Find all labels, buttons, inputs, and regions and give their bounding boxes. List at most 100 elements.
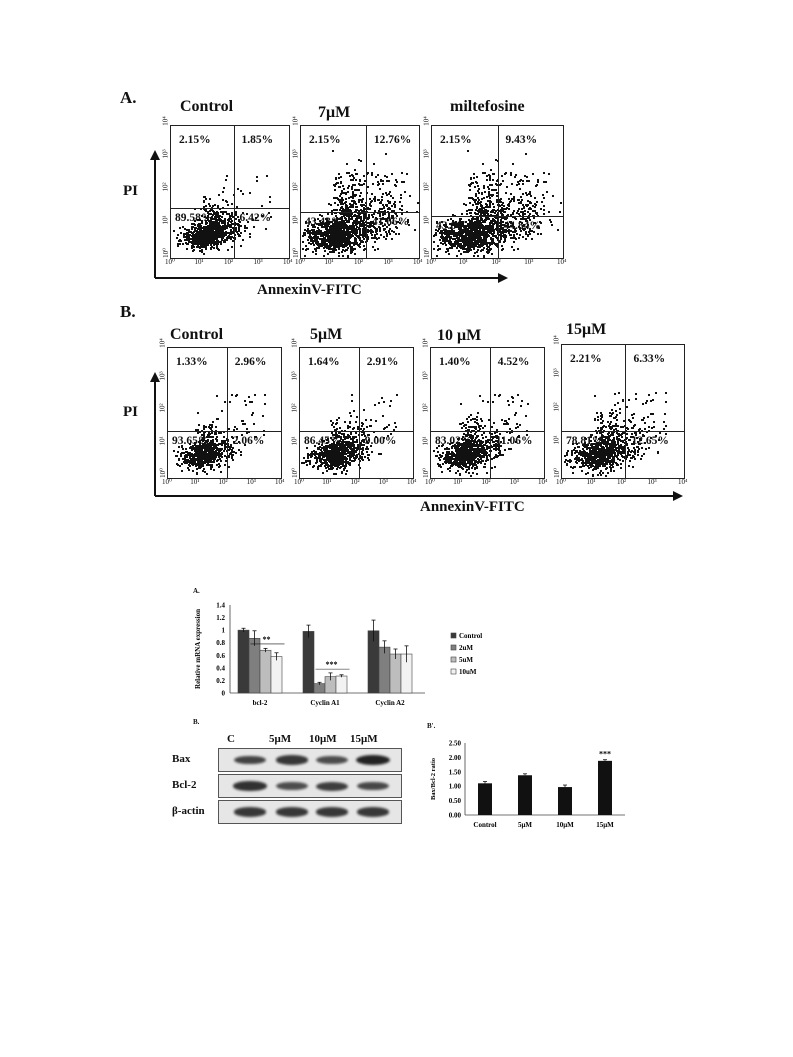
event-dot: [202, 195, 205, 198]
event-dot: [309, 233, 312, 236]
event-dot: [352, 232, 354, 235]
event-dot: [487, 173, 490, 176]
event-dot: [222, 231, 225, 234]
event-dot: [474, 195, 477, 198]
event-dot: [347, 246, 349, 249]
event-dot: [522, 180, 525, 183]
event-dot: [228, 224, 231, 227]
event-dot: [336, 418, 338, 421]
event-dot: [502, 240, 505, 243]
event-dot: [513, 197, 516, 200]
event-dot: [550, 221, 553, 224]
event-dot: [231, 455, 234, 458]
event-dot: [223, 454, 226, 457]
event-dot: [475, 181, 478, 184]
event-dot: [180, 470, 183, 473]
event-dot: [351, 227, 354, 230]
event-dot: [469, 188, 472, 191]
event-dot: [231, 245, 234, 248]
event-dot: [370, 200, 373, 203]
event-dot: [190, 227, 193, 230]
event-dot: [322, 255, 325, 257]
event-dot: [255, 179, 258, 182]
event-dot: [195, 237, 198, 239]
event-dot: [334, 188, 336, 191]
event-dot: [512, 210, 515, 213]
event-dot: [499, 240, 502, 243]
event-dot: [202, 236, 205, 239]
event-dot: [360, 204, 363, 207]
event-dot: [212, 468, 215, 471]
event-dot: [177, 233, 180, 236]
event-dot: [205, 231, 208, 234]
event-dot: [180, 232, 183, 234]
event-dot: [469, 212, 472, 215]
event-dot: [353, 236, 356, 239]
event-dot: [531, 172, 534, 175]
event-dot: [204, 470, 207, 473]
event-dot: [215, 221, 218, 224]
quadrant-lr-value: 44.84%: [503, 219, 541, 232]
event-dot: [242, 422, 245, 425]
event-dot: [378, 237, 381, 240]
event-dot: [216, 228, 219, 231]
event-dot: [367, 186, 370, 189]
event-dot: [464, 240, 467, 243]
event-dot: [460, 253, 463, 256]
event-dot: [184, 239, 187, 242]
event-dot: [227, 248, 230, 251]
event-dot: [382, 224, 384, 227]
event-dot: [214, 225, 217, 228]
event-dot: [463, 250, 466, 253]
event-dot: [198, 238, 201, 241]
event-dot: [215, 426, 218, 429]
event-dot: [214, 223, 216, 226]
event-dot: [324, 231, 327, 234]
event-dot: [542, 209, 545, 211]
event-dot: [526, 180, 529, 183]
event-dot: [486, 242, 489, 245]
event-dot: [199, 218, 202, 221]
event-dot: [358, 180, 361, 183]
event-dot: [316, 468, 319, 471]
event-dot: [490, 240, 493, 243]
event-dot: [522, 192, 525, 195]
event-dot: [400, 205, 403, 208]
event-dot: [214, 242, 217, 245]
event-dot: [203, 227, 206, 230]
event-dot: [195, 464, 197, 467]
event-dot: [214, 216, 217, 219]
gate-vertical: [365, 126, 367, 258]
event-dot: [197, 246, 200, 249]
event-dot: [188, 238, 191, 241]
event-dot: [479, 245, 482, 247]
event-dot: [529, 232, 532, 235]
event-dot: [508, 233, 511, 236]
event-dot: [352, 206, 355, 209]
event-dot: [479, 250, 482, 253]
event-dot: [321, 233, 324, 236]
event-dot: [220, 220, 223, 223]
event-dot: [536, 178, 539, 181]
event-dot: [225, 213, 228, 216]
event-dot: [440, 237, 443, 240]
event-dot: [223, 239, 226, 242]
event-dot: [548, 172, 551, 175]
event-dot: [499, 182, 502, 185]
event-dot: [510, 172, 513, 175]
event-dot: [203, 244, 205, 247]
event-dot: [436, 249, 439, 251]
event-dot: [228, 401, 231, 404]
event-dot: [519, 201, 522, 204]
event-dot: [524, 237, 527, 240]
event-dot: [219, 226, 222, 229]
event-dot: [369, 207, 372, 210]
event-dot: [536, 233, 539, 236]
event-dot: [197, 412, 200, 414]
event-dot: [229, 452, 232, 455]
event-dot: [201, 220, 204, 223]
event-dot: [314, 233, 316, 236]
event-dot: [542, 197, 545, 200]
event-dot: [488, 205, 491, 208]
event-dot: [394, 184, 397, 187]
